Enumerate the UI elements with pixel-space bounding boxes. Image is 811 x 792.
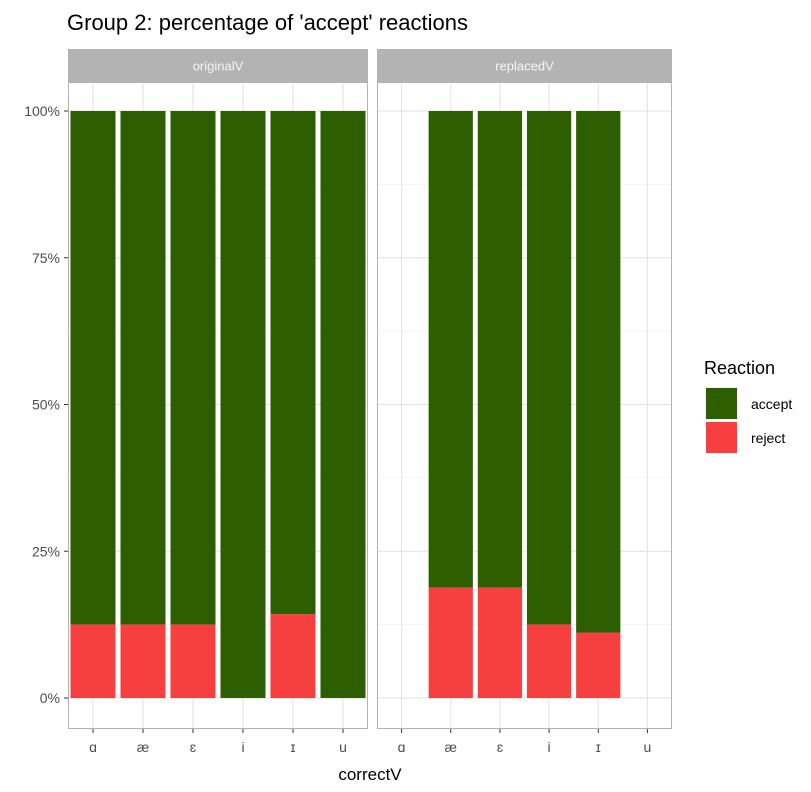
- bar-reject-replacedV-2: [477, 587, 523, 698]
- bar-accept-originalV-5: [320, 111, 366, 698]
- x-tick-label: u: [644, 739, 652, 755]
- x-tick-label: i: [241, 739, 244, 755]
- x-tick-label: ɪ: [291, 739, 296, 755]
- bar-accept-originalV-2: [170, 111, 216, 625]
- x-tick-label: ɑ: [398, 739, 406, 755]
- x-tick-label: æ: [137, 739, 149, 755]
- bars: [70, 111, 366, 698]
- y-axis: 0% 25% 50% 75% 100%: [24, 103, 68, 706]
- bars: [428, 111, 621, 698]
- facet-strip-label: originalV: [193, 59, 244, 74]
- bar-accept-originalV-0: [70, 111, 116, 625]
- x-tick-label: u: [339, 739, 347, 755]
- bar-reject-replacedV-3: [526, 624, 572, 698]
- facet-strip: [377, 49, 672, 82]
- panels: originalV ɑ æ ɛ i ɪ u replacedV ɑ æ ɛ i ɪ u: [68, 49, 672, 755]
- facet-strip-label: replacedV: [495, 59, 554, 74]
- panel-border: [377, 82, 672, 729]
- legend-swatch-reject: [706, 422, 737, 453]
- bar-reject-originalV-2: [170, 624, 216, 698]
- x-tick-label: æ: [445, 739, 457, 755]
- bar-reject-originalV-1: [120, 624, 166, 698]
- x-tick-label: i: [548, 739, 551, 755]
- legend: Reaction accept reject: [704, 358, 792, 454]
- x-tick-label: ɑ: [89, 739, 97, 755]
- y-tick-label: 50%: [32, 397, 60, 413]
- facet-strip: [68, 49, 368, 82]
- legend-entry-reject: reject: [705, 421, 785, 454]
- facet-panel-originalV: originalV ɑ æ ɛ i ɪ u: [68, 49, 368, 755]
- bar-reject-originalV-0: [70, 624, 116, 698]
- bar-accept-originalV-1: [120, 111, 166, 625]
- panel-background: [377, 82, 672, 729]
- legend-label-accept: accept: [751, 396, 792, 412]
- panel-background: [68, 82, 368, 729]
- chart-title: Group 2: percentage of 'accept' reaction…: [67, 10, 468, 35]
- y-tick-label: 25%: [32, 543, 60, 559]
- bar-accept-originalV-3: [220, 111, 266, 698]
- bar-reject-replacedV-4: [576, 632, 621, 698]
- legend-title: Reaction: [704, 358, 775, 378]
- bar-accept-replacedV-1: [428, 111, 473, 588]
- y-tick-label: 0%: [40, 690, 60, 706]
- bar-accept-replacedV-3: [526, 111, 572, 625]
- bar-accept-replacedV-4: [576, 111, 621, 633]
- bar-reject-replacedV-1: [428, 587, 473, 698]
- x-tick-label: ɛ: [190, 739, 197, 755]
- y-tick-label: 75%: [32, 250, 60, 266]
- facet-panel-replacedV: replacedV ɑ æ ɛ i ɪ u: [377, 49, 672, 755]
- bar-accept-replacedV-2: [477, 111, 523, 588]
- bar-reject-originalV-4: [270, 614, 316, 698]
- bar-accept-originalV-4: [270, 111, 316, 615]
- panel-border: [68, 82, 368, 729]
- x-tick-label: ɛ: [497, 739, 504, 755]
- x-tick-label: ɪ: [596, 739, 601, 755]
- legend-swatch-accept: [706, 388, 737, 419]
- y-tick-label: 100%: [24, 103, 60, 119]
- legend-label-reject: reject: [751, 430, 785, 446]
- legend-entry-accept: accept: [705, 387, 792, 420]
- x-axis-title: correctV: [338, 765, 402, 784]
